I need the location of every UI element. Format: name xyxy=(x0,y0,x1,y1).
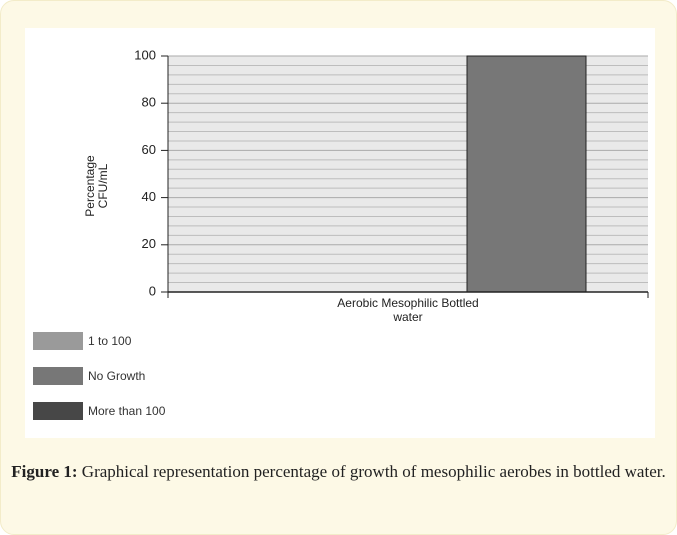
legend-swatch xyxy=(33,402,83,420)
y-tick-label: 40 xyxy=(142,189,156,204)
legend-swatch xyxy=(33,332,83,350)
caption: Figure 1: Graphical representation perce… xyxy=(0,455,677,488)
caption-text: Graphical representation percentage of g… xyxy=(81,462,666,481)
caption-label: Figure 1: xyxy=(11,462,78,481)
y-tick-label: 80 xyxy=(142,95,156,110)
bar xyxy=(466,55,587,292)
legend-label: More than 100 xyxy=(88,404,166,418)
y-tick-label: 20 xyxy=(142,236,156,251)
y-axis-label: Percentage CFU/mL xyxy=(83,155,110,217)
x-tick-label: Aerobic Mesophilic Bottled water xyxy=(337,296,479,324)
y-tick-label: 0 xyxy=(149,283,156,298)
legend-swatch xyxy=(33,367,83,385)
y-tick-label: 100 xyxy=(134,47,156,62)
y-tick-label: 60 xyxy=(142,142,156,157)
legend-label: No Growth xyxy=(88,369,146,383)
legend-label: 1 to 100 xyxy=(88,334,132,348)
